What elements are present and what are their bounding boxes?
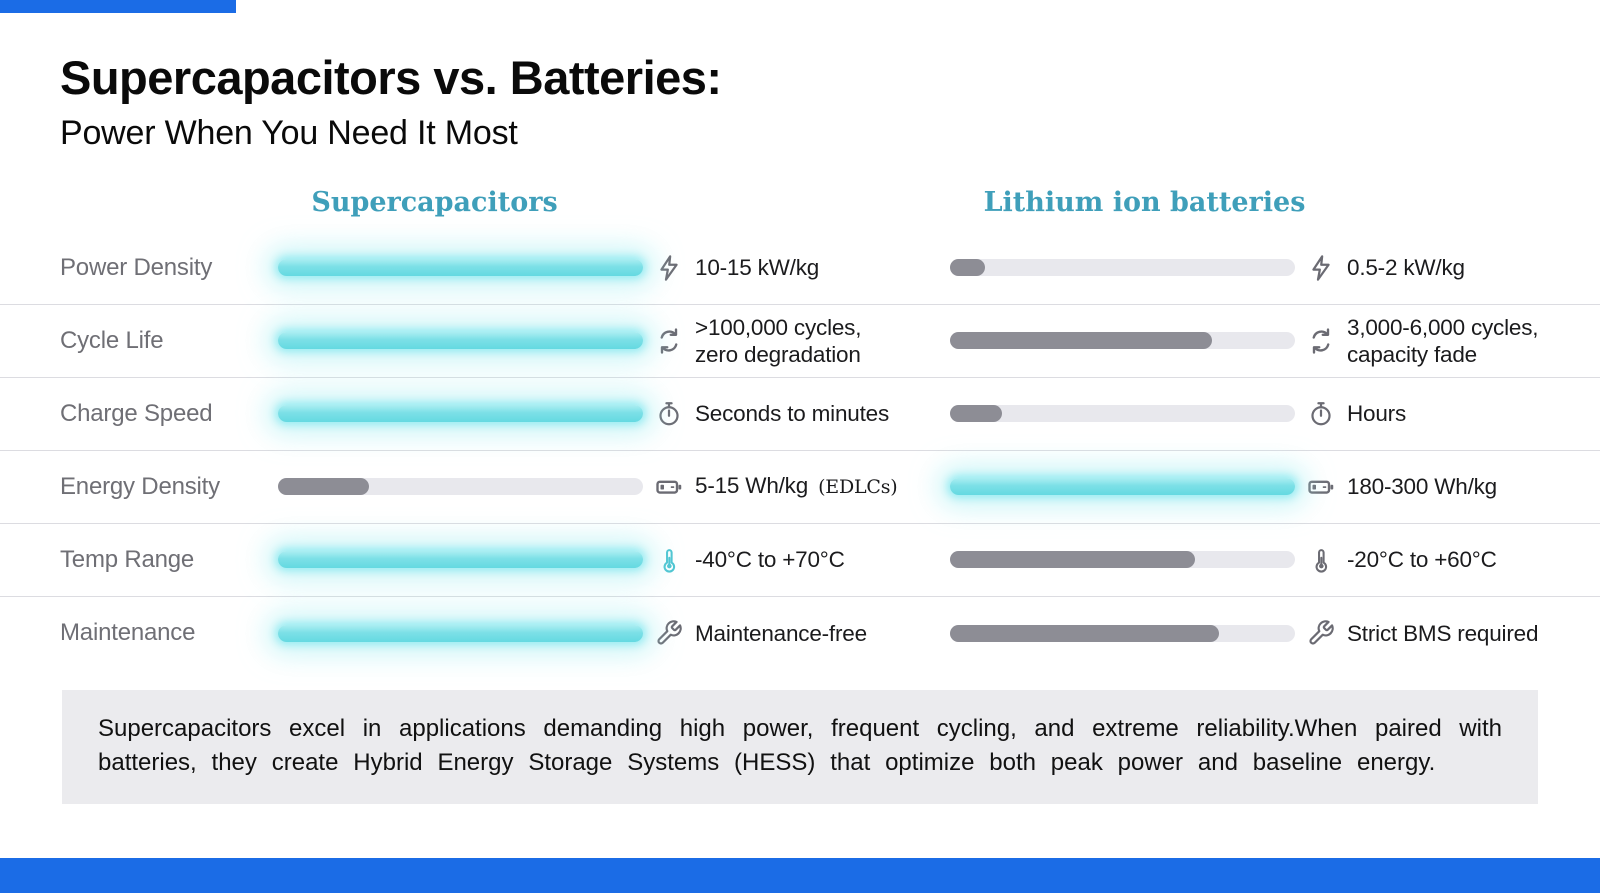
wrench-icon [643,619,695,647]
battery-bar [950,624,1295,642]
supercap-value: Seconds to minutes [695,401,890,427]
row-label: Maintenance [60,619,196,647]
page-title: Supercapacitors vs. Batteries: [60,51,722,104]
top-accent-bar [0,0,236,13]
summary-line-1: Supercapacitors excel in applications de… [98,714,1502,742]
battery-value: -20°C to +60°C [1347,547,1497,573]
summary-note: Supercapacitors excel in applications de… [62,689,1538,804]
supercap-bar [278,332,643,350]
comparison-table: Power Density 10-15 kW/kg 0.5-2 kW/kg Cy… [0,232,1600,670]
cycle-icon [643,326,695,356]
row-label: Cycle Life [60,326,164,354]
summary-line-2: batteries, they create Hybrid Energy Sto… [98,748,1436,776]
wrench-icon [1295,619,1347,647]
row-temp-range: Temp Range -40°C to +70°C -20°C to +60°C [0,524,1600,597]
lightning-icon [643,254,695,282]
supercap-bar [278,259,643,277]
supercap-value: >100,000 cycles, zero degradation [695,314,862,367]
row-label: Energy Density [60,472,220,500]
battery-value: Strict BMS required [1347,620,1539,646]
battery-bar [950,259,1295,277]
row-energy-density: Energy Density 5-15 Wh/kg (EDLCs) [0,451,1600,524]
thermometer-icon [643,547,695,573]
supercap-value: 10-15 kW/kg [695,255,820,281]
column-headers: Supercapacitors Lithium ion batteries [0,187,1600,218]
battery-icon [643,472,695,502]
supercap-bar [278,551,643,569]
page-subtitle: Power When You Need It Most [60,113,518,152]
row-charge-speed: Charge Speed Seconds to minutes Hours [0,378,1600,451]
edlc-note: (EDLCs) [818,476,898,499]
row-maintenance: Maintenance Maintenance-free Strict BMS … [0,597,1600,670]
row-cycle-life: Cycle Life >100,000 cycles, zero degradat… [0,305,1600,378]
supercap-bar [278,405,643,423]
battery-bar [950,332,1295,350]
battery-value: 0.5-2 kW/kg [1347,255,1465,281]
cycle-icon [1295,326,1347,356]
stopwatch-icon [643,400,695,428]
battery-value: 3,000-6,000 cycles, capacity fade [1347,314,1539,367]
battery-value: Hours [1347,401,1407,427]
lightning-icon [1295,254,1347,282]
row-power-density: Power Density 10-15 kW/kg 0.5-2 kW/kg [0,232,1600,305]
supercap-bar [278,478,643,496]
battery-icon [1295,472,1347,502]
battery-bar [950,551,1295,569]
stopwatch-icon [1295,400,1347,428]
supercap-value: -40°C to +70°C [695,547,845,573]
row-label: Temp Range [60,545,195,573]
battery-value: 180-300 Wh/kg [1347,474,1497,500]
supercap-bar [278,624,643,642]
battery-bar [950,405,1295,423]
row-label: Power Density [60,253,213,281]
column-header-supercapacitors: Supercapacitors [311,186,558,218]
battery-bar [950,478,1295,496]
supercap-value: Maintenance-free [695,620,867,646]
row-label: Charge Speed [60,399,213,427]
bottom-accent-bar [0,858,1600,893]
column-header-lithium-ion: Lithium ion batteries [983,186,1306,218]
title-block: Supercapacitors vs. Batteries: Power Whe… [0,0,1600,153]
thermometer-icon [1295,547,1347,573]
supercap-value: 5-15 Wh/kg (EDLCs) [695,473,898,499]
